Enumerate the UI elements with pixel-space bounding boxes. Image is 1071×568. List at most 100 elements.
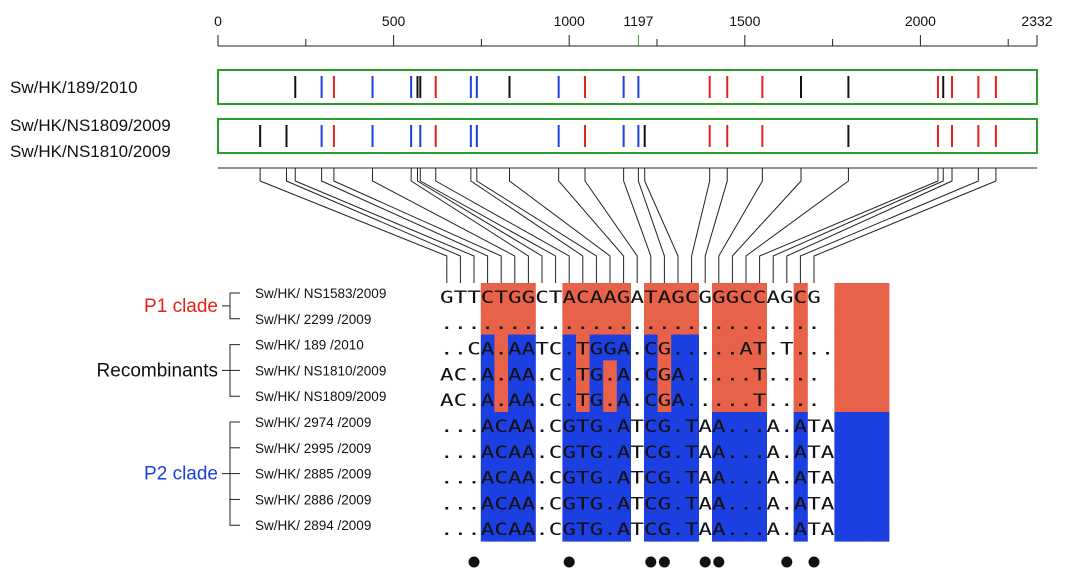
site-connector — [410, 168, 529, 283]
alignment-cell-p2 — [494, 437, 509, 465]
alignment-cell-p2 — [562, 386, 577, 413]
alignment-cell-p2 — [848, 463, 863, 490]
alignment-cell-p2 — [616, 334, 631, 361]
alignment-cell-p1 — [739, 386, 754, 413]
alignment-cell-p1 — [752, 334, 767, 361]
site-connector — [759, 168, 939, 283]
alignment-cell-p2 — [616, 386, 631, 413]
alignment-cell-p2 — [657, 515, 672, 542]
alignment-cell-p2 — [576, 489, 591, 516]
genome-row-label: Sw/HK/NS1810/2009 — [10, 142, 171, 161]
sequence-row: ...ACAA.CGTG.ATCG.TAA...A.ATA — [440, 494, 834, 514]
alignment-cell-p2 — [589, 489, 604, 516]
site-connector-lines — [218, 167, 1037, 283]
alignment-cell-p1 — [834, 360, 849, 387]
alignment-cell-p2 — [752, 437, 767, 465]
alignment-cell-p2 — [576, 412, 591, 439]
sequence-row: ...ACAA.CGTG.ATCG.TAA...A.ATA — [440, 469, 834, 489]
alignment-cell-p2 — [684, 515, 699, 542]
alignment-cell-p2 — [508, 515, 523, 542]
alignment-cell-p1 — [861, 308, 876, 336]
alignment-cell-p1 — [712, 308, 727, 336]
strain-label: Sw/HK/ NS1583/2009 — [255, 286, 386, 301]
alignment-cell-p1 — [576, 283, 591, 310]
alignment-cell-p1 — [793, 386, 808, 413]
alignment-cell-p2 — [508, 334, 523, 361]
marker-dot — [781, 556, 793, 568]
alignment-cell-p1 — [875, 334, 890, 361]
genome-row-label: Sw/HK/NS1809/2009 — [10, 116, 171, 135]
alignment-cell-p2 — [616, 489, 631, 516]
site-connector — [704, 168, 728, 283]
sequence-row: AC.A.AA.C.TG.A.CGA.....T.... — [440, 365, 821, 385]
alignment-cell-p2 — [875, 489, 890, 516]
alignment-cell-p2 — [684, 489, 699, 516]
alignment-cell-p1 — [739, 308, 754, 336]
alignment-cell-p2 — [480, 463, 495, 490]
alignment-cell-p2 — [848, 412, 863, 439]
alignment-cell-p1 — [480, 283, 495, 310]
alignment-cell-p1 — [589, 283, 604, 310]
strain-label: Sw/HK/ 2299 /2009 — [255, 312, 371, 327]
strain-label: Sw/HK/ 2885 /2009 — [255, 467, 371, 482]
alignment-cell-p1 — [834, 334, 849, 361]
site-connector — [285, 168, 461, 283]
alignment-cell-p2 — [725, 515, 740, 542]
site-connector — [813, 168, 997, 283]
marker-dot — [645, 556, 657, 568]
alignment-cell-p2 — [671, 360, 686, 387]
alignment-cell-p2 — [684, 463, 699, 490]
alignment-cell-p1 — [671, 308, 686, 336]
alignment-cell-p1 — [603, 283, 618, 310]
alignment-cell-p2 — [671, 463, 686, 490]
site-connector — [584, 168, 638, 283]
alignment-cell-p2 — [875, 515, 890, 542]
alignment-cell-p1 — [684, 283, 699, 310]
alignment-cell-p2 — [861, 412, 876, 439]
alignment-cell-p2 — [589, 412, 604, 439]
axis-tick-label: 500 — [382, 13, 406, 29]
sequence-row: GTTCTGGCTACAAGATAGCGGGCCAGCG — [440, 288, 821, 308]
alignment-cell-p2 — [752, 463, 767, 490]
site-connector — [321, 168, 489, 283]
alignment-cell-p1 — [793, 334, 808, 361]
alignment-cell-p2 — [521, 386, 536, 413]
genome-row: Sw/HK/NS1809/2009 Sw/HK/NS1810/2009 — [10, 116, 1038, 161]
strain-label: Sw/HK/ 2886 /2009 — [255, 492, 371, 507]
alignment-cell-p1 — [752, 308, 767, 336]
alignment-cell-p2 — [508, 360, 523, 387]
sequence-row: ...ACAA.CGTG.ATCG.TAA...A.ATA — [440, 520, 834, 540]
clade-label: P1 clade — [144, 296, 218, 317]
site-connector — [470, 168, 584, 283]
alignment-cell-p1 — [848, 334, 863, 361]
alignment-cell-p2 — [712, 437, 727, 465]
alignment-cell-p1 — [752, 386, 767, 413]
alignment-cell-p2 — [848, 515, 863, 542]
alignment-cell-p1 — [739, 334, 754, 361]
sequence-alignment: Sw/HK/ NS1583/2009 GTTCTGGCTACAAGATAGCGGG… — [255, 283, 890, 542]
alignment-cell-p2 — [644, 360, 659, 387]
marker-dot — [808, 556, 820, 568]
alignment-cell-p2 — [657, 489, 672, 516]
alignment-cell-p2 — [644, 386, 659, 413]
clade-group: P2 clade — [144, 421, 240, 526]
alignment-cell-p2 — [480, 412, 495, 439]
site-connector — [416, 168, 543, 283]
alignment-cell-p1 — [657, 360, 672, 387]
alignment-cell-p2 — [834, 437, 849, 465]
alignment-cell-p1 — [725, 360, 740, 387]
alignment-cell-p2 — [480, 360, 495, 387]
alignment-cell-p2 — [508, 489, 523, 516]
alignment-cell-p2 — [521, 360, 536, 387]
alignment-cell-p1 — [494, 283, 509, 310]
alignment-cell-p2 — [644, 334, 659, 361]
strain-label: Sw/HK/ 189 /2010 — [255, 338, 364, 353]
alignment-cell-p2 — [480, 334, 495, 361]
alignment-cell-p1 — [657, 283, 672, 310]
alignment-cell-p2 — [834, 515, 849, 542]
alignment-cell-p2 — [725, 437, 740, 465]
genome-box — [217, 69, 1038, 105]
alignment-cell-p1 — [861, 283, 876, 310]
alignment-cell-p1 — [725, 283, 740, 310]
alignment-cell-p2 — [508, 386, 523, 413]
